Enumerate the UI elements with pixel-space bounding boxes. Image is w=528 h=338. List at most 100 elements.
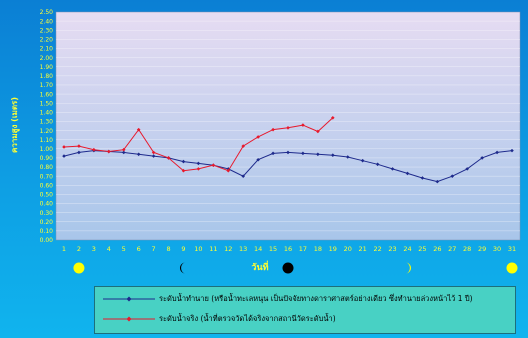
x-tick-label: 6	[137, 245, 141, 253]
x-tick-label: 13	[239, 245, 247, 253]
full-moon-icon	[506, 262, 518, 274]
legend-item-observed: ระดับน้ำจริง (น้ำที่ตรวจวัดได้จริงจากสถา…	[103, 313, 336, 325]
legend-item-predicted: ระดับน้ำทำนาย (หรือน้ำทะเลหนุน เป็นปัจจั…	[103, 293, 473, 305]
data-point	[181, 168, 186, 173]
data-point	[450, 174, 455, 178]
data-point	[271, 151, 275, 156]
y-tick-label: 0.30	[40, 210, 54, 217]
x-tick-label: 22	[373, 245, 381, 253]
y-tick-label: 2.30	[40, 27, 54, 34]
x-tick-label: 20	[344, 245, 352, 253]
data-point	[435, 179, 440, 184]
data-point	[316, 129, 320, 134]
x-tick-label: 15	[269, 245, 277, 253]
data-point	[256, 135, 260, 139]
y-tick-label: 1.30	[40, 119, 54, 126]
y-axis-label: ความสูง (เมตร)	[10, 97, 20, 153]
y-tick-label: 1.70	[40, 82, 54, 89]
y-tick-label: 2.40	[40, 18, 54, 25]
legend-label-predicted: ระดับน้ำทำนาย (หรือน้ำทะเลหนุน เป็นปัจจั…	[159, 294, 473, 303]
x-tick-label: 10	[194, 245, 202, 253]
y-tick-label: 0.20	[40, 219, 54, 226]
x-tick-label: 14	[254, 245, 262, 253]
y-axis-ticks: 0.00 0.10 0.20 0.30 0.40 0.50 0.60 0.70 0.80 0.90…	[40, 9, 54, 244]
data-point	[62, 154, 66, 158]
legend-label-observed: ระดับน้ำจริง (น้ำที่ตรวจวัดได้จริงจากสถา…	[159, 314, 336, 323]
x-tick-label: 1	[62, 245, 66, 253]
y-tick-label: 0.80	[40, 164, 54, 171]
data-point	[121, 147, 126, 152]
data-point	[286, 126, 290, 130]
y-tick-label: 0.40	[40, 201, 54, 208]
moon-phases	[73, 262, 518, 274]
data-point	[316, 152, 320, 157]
y-tick-label: 0.60	[40, 182, 54, 189]
data-point	[375, 162, 380, 167]
data-point	[390, 167, 395, 171]
y-tick-label: 0.70	[40, 173, 54, 180]
data-point	[420, 176, 425, 180]
x-tick-label: 4	[107, 245, 111, 253]
y-tick-label: 1.00	[40, 146, 54, 153]
data-point	[301, 123, 305, 127]
x-axis-label: วันที่	[251, 260, 268, 273]
data-point	[226, 168, 231, 173]
legend-swatch-predicted	[103, 294, 155, 304]
data-point	[241, 144, 245, 148]
y-tick-label: 2.50	[40, 9, 54, 16]
data-point	[196, 167, 201, 171]
data-point	[301, 151, 305, 156]
waxing-crescent-moon-icon	[405, 262, 411, 274]
y-tick-label: 1.40	[40, 110, 54, 117]
data-point	[360, 158, 365, 163]
x-tick-label: 26	[433, 245, 441, 253]
full-moon-icon	[73, 262, 85, 274]
data-point	[136, 127, 141, 132]
y-tick-label: 1.10	[40, 137, 54, 144]
x-tick-label: 29	[478, 245, 486, 253]
data-point	[241, 174, 245, 178]
x-tick-label: 28	[463, 245, 471, 253]
waning-crescent-moon-icon	[179, 262, 186, 274]
y-tick-label: 2.00	[40, 55, 54, 62]
data-point	[92, 147, 96, 152]
data-point	[77, 144, 81, 148]
x-tick-label: 16	[284, 245, 292, 253]
x-tick-label: 21	[359, 245, 367, 253]
data-point	[331, 153, 335, 157]
data-point	[211, 163, 216, 168]
grid-lines	[56, 20, 520, 232]
x-tick-label: 7	[152, 245, 156, 253]
data-point	[166, 156, 171, 160]
x-tick-label: 9	[181, 245, 185, 253]
data-point	[62, 145, 66, 149]
y-tick-label: 2.20	[40, 37, 54, 44]
x-tick-label: 12	[224, 245, 232, 253]
y-tick-label: 0.10	[40, 228, 54, 235]
data-point	[510, 148, 514, 153]
data-point	[465, 167, 469, 171]
data-point	[345, 155, 350, 159]
x-tick-label: 2	[77, 245, 81, 253]
data-point	[121, 150, 126, 155]
plot-area	[55, 11, 521, 241]
data-point	[196, 161, 201, 166]
data-point	[77, 150, 81, 155]
y-tick-label: 1.20	[40, 128, 54, 135]
data-point	[405, 171, 410, 176]
y-tick-label: 0.90	[40, 155, 54, 162]
new-moon-icon	[282, 262, 294, 274]
data-point	[286, 150, 290, 155]
legend: ระดับน้ำทำนาย (หรือน้ำทะเลหนุน เป็นปัจจั…	[94, 286, 516, 334]
data-point	[181, 159, 186, 164]
data-point	[331, 115, 335, 120]
x-tick-label: 18	[314, 245, 322, 253]
x-tick-label: 17	[299, 245, 307, 253]
x-axis-ticks: 1 2 3 4 5 6 7 8 9 10 11 12 13 14 15 16 17 18 19 20 21 22 23 24 2…	[62, 245, 516, 253]
x-tick-label: 11	[209, 245, 217, 253]
y-tick-label: 1.80	[40, 73, 54, 80]
data-point	[256, 157, 260, 162]
x-tick-label: 8	[166, 245, 170, 253]
x-tick-label: 3	[92, 245, 96, 253]
